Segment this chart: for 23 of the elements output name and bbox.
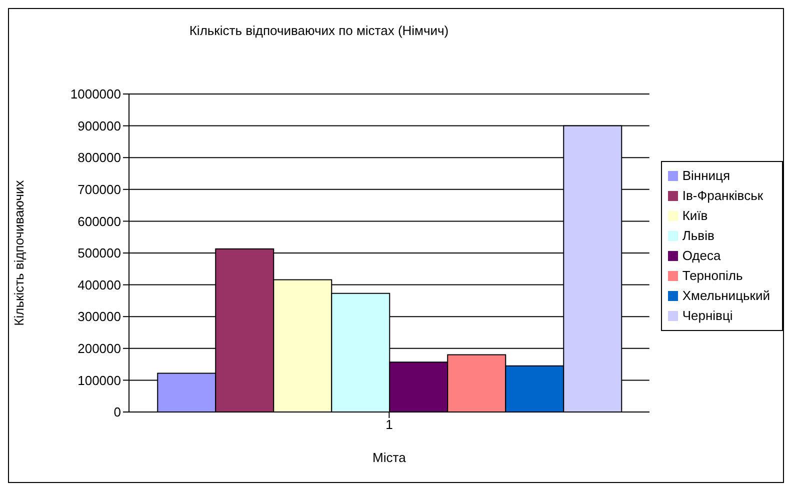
y-tick-label: 500000 bbox=[78, 246, 121, 261]
y-tick-label: 600000 bbox=[78, 214, 121, 229]
legend-label: Тернопіль bbox=[682, 268, 743, 282]
y-tick-label: 1000000 bbox=[70, 86, 121, 102]
y-tick-label: 300000 bbox=[78, 309, 121, 324]
y-tick-label: 700000 bbox=[78, 182, 121, 198]
y-axis-title: Кількість відпочиваючих bbox=[12, 180, 27, 326]
legend-label: Київ bbox=[682, 208, 708, 222]
x-axis-title: Міста bbox=[372, 450, 407, 465]
y-tick-label: 800000 bbox=[78, 150, 121, 166]
legend-label: Хмельницький bbox=[682, 288, 770, 302]
chart-title: Кількість відпочиваючих по містах (Німчич) bbox=[188, 23, 450, 38]
legend-label: Одеса bbox=[682, 248, 721, 262]
y-tick-label: 900000 bbox=[78, 118, 121, 134]
legend-label: Ів-Франківськ bbox=[682, 188, 764, 202]
y-tick-label: 200000 bbox=[78, 341, 121, 356]
x-tick-label: 1 bbox=[386, 417, 393, 432]
y-tick-label: 400000 bbox=[78, 277, 121, 292]
y-tick-label: 0 bbox=[114, 404, 121, 420]
y-tick-label: 100000 bbox=[78, 372, 121, 388]
legend-label: Вінниця bbox=[682, 168, 730, 182]
legend-label: Чернівці bbox=[682, 308, 733, 322]
legend-label: Львів bbox=[682, 228, 714, 242]
